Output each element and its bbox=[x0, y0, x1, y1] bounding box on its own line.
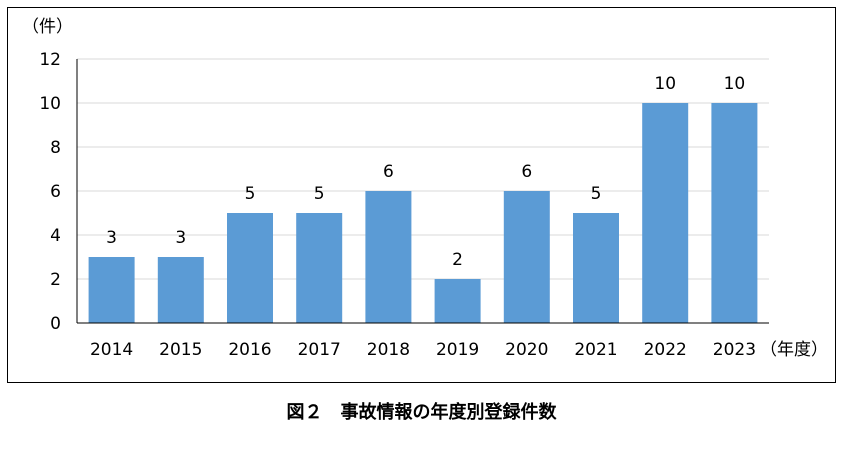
chart-frame bbox=[7, 7, 836, 383]
bar-2014 bbox=[88, 257, 135, 323]
x-axis-label: （年度） bbox=[760, 340, 828, 360]
x-tick-label-2014: 2014 bbox=[90, 340, 133, 360]
data-label-2017: 5 bbox=[314, 184, 325, 204]
bar-2019 bbox=[434, 279, 481, 323]
bars bbox=[88, 103, 758, 323]
x-tick-label-2017: 2017 bbox=[298, 340, 341, 360]
x-tick-label-2022: 2022 bbox=[644, 340, 687, 360]
bar-2020 bbox=[503, 191, 550, 323]
x-tick-label-2018: 2018 bbox=[367, 340, 410, 360]
data-label-2015: 3 bbox=[175, 228, 186, 248]
data-label-2021: 5 bbox=[591, 184, 602, 204]
data-label-2014: 3 bbox=[106, 228, 117, 248]
data-label-2020: 6 bbox=[521, 162, 532, 182]
bar-2021 bbox=[573, 213, 619, 323]
y-tick-label: 10 bbox=[39, 94, 61, 114]
y-tick-label: 2 bbox=[50, 270, 61, 290]
data-label-2016: 5 bbox=[245, 184, 256, 204]
bar-2017 bbox=[296, 213, 343, 323]
y-tick-label: 12 bbox=[39, 50, 61, 70]
bar-2023 bbox=[711, 103, 758, 323]
y-tick-label: 4 bbox=[50, 226, 61, 246]
bar-2022 bbox=[642, 103, 689, 323]
x-tick-label-2016: 2016 bbox=[228, 340, 271, 360]
labels: 0 2 4 6 8 10 12 3 2014 3 2015 5 2016 5 2017 6 2018 2 2019 6… bbox=[39, 50, 756, 360]
y-axis-label: （件） bbox=[22, 17, 73, 37]
bar-2018 bbox=[365, 191, 412, 323]
data-label-2018: 6 bbox=[383, 162, 394, 182]
data-label-2022: 10 bbox=[654, 74, 676, 94]
x-tick-label-2019: 2019 bbox=[436, 340, 479, 360]
bar-2016 bbox=[227, 213, 273, 323]
y-tick-label: 0 bbox=[50, 314, 61, 334]
data-label-2019: 2 bbox=[452, 250, 463, 270]
x-tick-label-2023: 2023 bbox=[713, 340, 756, 360]
x-tick-label-2015: 2015 bbox=[159, 340, 202, 360]
y-tick-label: 8 bbox=[50, 138, 61, 158]
data-label-2023: 10 bbox=[724, 74, 746, 94]
bar-2015 bbox=[157, 257, 204, 323]
x-tick-label-2020: 2020 bbox=[505, 340, 548, 360]
axes bbox=[76, 59, 769, 324]
y-tick-label: 6 bbox=[50, 182, 61, 202]
x-tick-label-2021: 2021 bbox=[574, 340, 617, 360]
figure-caption: 図２ 事故情報の年度別登録件数 bbox=[286, 402, 557, 423]
